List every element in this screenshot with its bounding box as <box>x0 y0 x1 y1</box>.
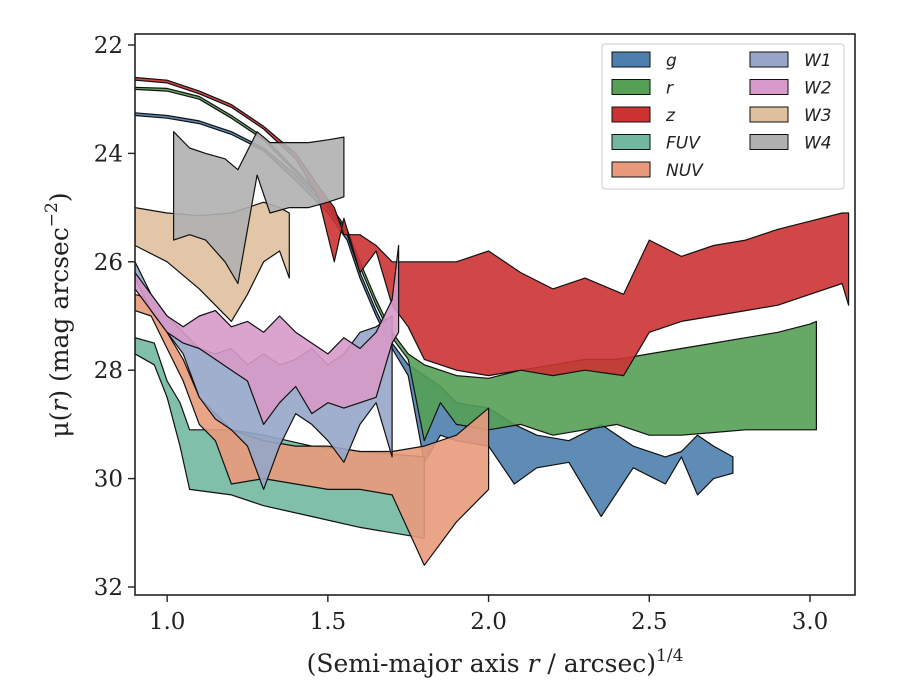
legend-swatch-w4 <box>749 134 789 150</box>
legend-label-w4: W4 <box>804 134 832 154</box>
legend-label-w2: W2 <box>804 79 832 99</box>
legend-label-z: z <box>665 106 676 126</box>
y-tick-label: 32 <box>94 575 123 601</box>
legend-label-g: g <box>666 51 677 71</box>
y-tick-label: 30 <box>94 467 123 493</box>
x-axis-label: (Semi-major axis r / arcsec)1/4 <box>307 646 684 678</box>
y-axis: 22 24 26 28 30 32 <box>94 33 135 601</box>
plot-area <box>135 76 850 566</box>
legend-swatch-w3 <box>749 106 789 123</box>
legend-swatch-r <box>611 79 651 95</box>
band-w4 <box>173 131 345 285</box>
y-axis-label: μ(r) (mag arcsec−2) <box>42 192 74 437</box>
y-tick-label: 22 <box>94 33 123 59</box>
legend-swatch-w1 <box>749 51 789 68</box>
legend-label-w1: W1 <box>804 51 832 71</box>
legend-label-w3: W3 <box>804 106 832 126</box>
x-tick-label: 1.5 <box>310 609 347 635</box>
legend-swatch-z <box>611 106 651 123</box>
legend-label-fuv: FUV <box>666 134 701 154</box>
band-z <box>135 76 850 377</box>
legend: grz FUV NUV W1 W2 W3 W4 <box>601 43 845 190</box>
legend-swatch-fuv <box>611 134 651 150</box>
plot-frame <box>134 33 856 596</box>
legend-label-r: r <box>666 79 674 99</box>
legend-label-nuv: NUV <box>666 161 704 181</box>
x-tick-label: 1.0 <box>149 609 186 635</box>
x-tick-label: 2.5 <box>631 609 668 635</box>
band-w2 <box>135 244 400 425</box>
x-tick-label: 3.0 <box>792 609 829 635</box>
x-axis: 1.0 1.5 2.0 2.5 3.0 <box>149 595 828 635</box>
y-tick-label: 28 <box>94 358 123 384</box>
y-tick-label: 26 <box>94 250 123 276</box>
legend-swatch-g <box>611 51 651 68</box>
legend-swatch-nuv <box>611 161 651 178</box>
y-tick-label: 24 <box>94 141 123 167</box>
band-g <box>135 112 734 518</box>
x-tick-label: 2.0 <box>470 609 507 635</box>
legend-swatch-w2 <box>749 79 789 95</box>
